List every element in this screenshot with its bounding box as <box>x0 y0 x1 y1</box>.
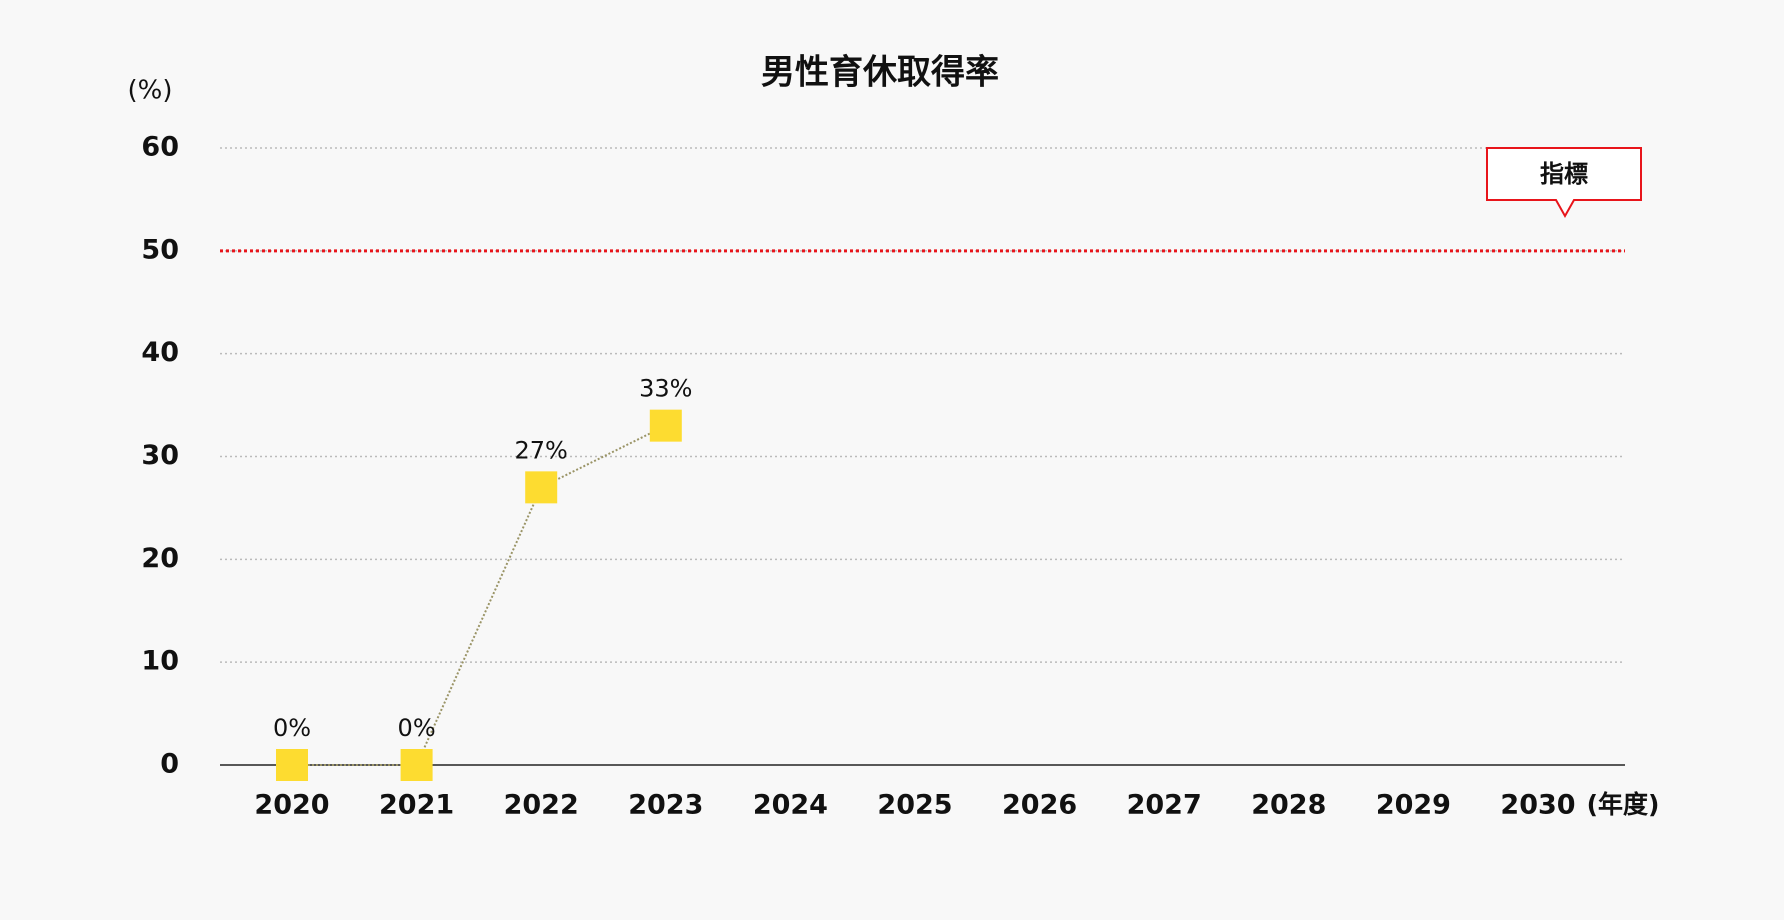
data-label: 0% <box>398 714 436 742</box>
y-tick-label: 30 <box>141 440 179 471</box>
x-tick-label: 2028 <box>1251 790 1326 821</box>
marker <box>525 471 558 504</box>
chart-title: 男性育休取得率 <box>761 53 999 93</box>
data-label: 27% <box>515 436 568 464</box>
y-tick-label: 50 <box>141 234 179 265</box>
marker <box>276 749 308 781</box>
x-tick-label: 2027 <box>1127 790 1202 821</box>
x-tick-label: 2029 <box>1376 790 1451 821</box>
x-tick-label: 2030 <box>1500 790 1575 821</box>
data-label: 0% <box>273 714 311 742</box>
marker <box>649 409 682 442</box>
y-tick-label: 40 <box>141 337 179 368</box>
x-tick-label: 2024 <box>753 790 828 821</box>
marker <box>400 749 433 781</box>
x-tick-label: 2025 <box>877 790 952 821</box>
x-axis-label: (年度) <box>1587 790 1660 819</box>
x-tick-label: 2022 <box>504 790 579 821</box>
y-axis-label: (%) <box>128 76 173 106</box>
target-label: 指標 <box>1540 160 1588 188</box>
y-tick-label: 0 <box>160 749 179 780</box>
data-label: 33% <box>639 375 692 403</box>
target-callout <box>1486 147 1642 219</box>
series-line <box>292 424 667 766</box>
y-tick-label: 10 <box>141 646 179 677</box>
x-tick-label: 2023 <box>628 790 703 821</box>
x-tick-label: 2021 <box>379 790 454 821</box>
x-tick-label: 2026 <box>1002 790 1077 821</box>
y-tick-label: 20 <box>141 543 179 574</box>
x-tick-label: 2020 <box>254 790 329 821</box>
y-tick-label: 60 <box>141 132 179 163</box>
